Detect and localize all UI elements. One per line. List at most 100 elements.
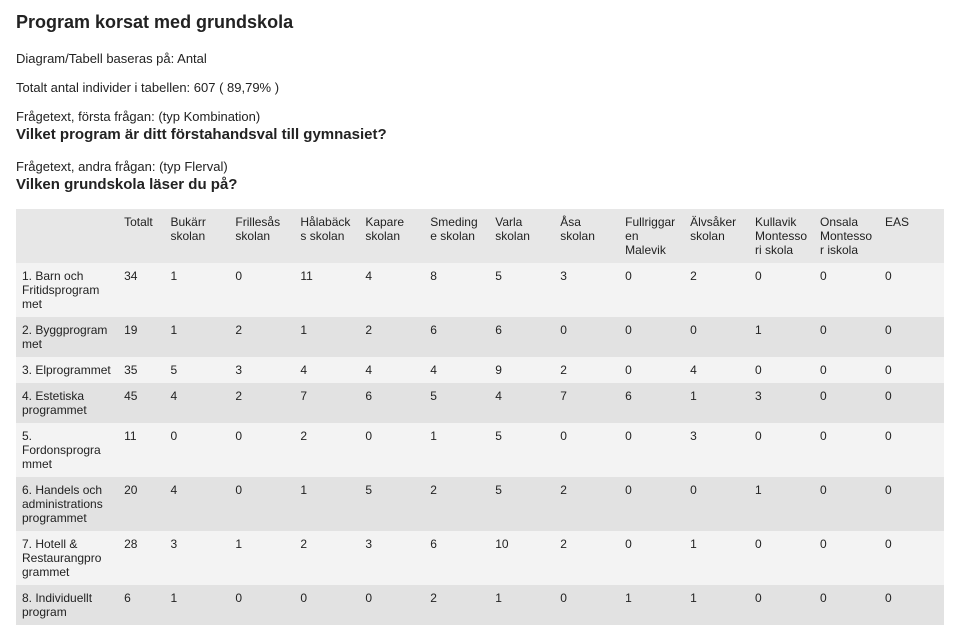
- row-label: 5. Fordonsprogra mmet: [16, 423, 118, 477]
- cell: 5: [424, 383, 489, 423]
- cell: 10: [489, 531, 554, 585]
- cell: 0: [879, 477, 944, 531]
- cell: 3: [684, 423, 749, 477]
- cell: 6: [118, 585, 164, 625]
- question2-label: Frågetext, andra frågan: (typ Flerval): [16, 159, 944, 174]
- col-header: Varla skolan: [489, 209, 554, 263]
- cell: 0: [684, 477, 749, 531]
- row-label: 1. Barn och Fritidsprogram met: [16, 263, 118, 317]
- cell: 0: [229, 263, 294, 317]
- col-header: Bukärr skolan: [164, 209, 229, 263]
- col-header: Totalt: [118, 209, 164, 263]
- cell: 0: [879, 263, 944, 317]
- cell: 0: [619, 317, 684, 357]
- page-title: Program korsat med grundskola: [16, 12, 944, 33]
- col-header: Älvsåker skolan: [684, 209, 749, 263]
- cell: 1: [684, 383, 749, 423]
- cell: 0: [814, 585, 879, 625]
- cell: 28: [118, 531, 164, 585]
- col-header: Smedinge skolan: [424, 209, 489, 263]
- cell: 0: [619, 263, 684, 317]
- col-header: EAS: [879, 209, 944, 263]
- cell: 4: [424, 357, 489, 383]
- cell: 0: [749, 423, 814, 477]
- cell: 4: [359, 263, 424, 317]
- cell: 0: [814, 423, 879, 477]
- col-header: Kullavik Montessori skola: [749, 209, 814, 263]
- cell: 0: [229, 423, 294, 477]
- table-row: 4. Estetiska programmet45427654761300: [16, 383, 944, 423]
- cell: 9: [489, 357, 554, 383]
- cell: 0: [814, 383, 879, 423]
- cell: 2: [424, 585, 489, 625]
- cell: 1: [489, 585, 554, 625]
- cell: 0: [749, 357, 814, 383]
- cell: 0: [879, 317, 944, 357]
- cross-table: Totalt Bukärr skolan Frillesås skolan Hå…: [16, 209, 944, 625]
- meta-basis: Diagram/Tabell baseras på: Antal: [16, 51, 944, 66]
- cell: 0: [749, 585, 814, 625]
- cell: 3: [229, 357, 294, 383]
- cell: 1: [749, 477, 814, 531]
- table-row: 7. Hotell & Restaurangpro grammet2831236…: [16, 531, 944, 585]
- cell: 3: [749, 383, 814, 423]
- cell: 7: [554, 383, 619, 423]
- cell: 2: [294, 531, 359, 585]
- cell: 1: [749, 317, 814, 357]
- col-header: Kapare skolan: [359, 209, 424, 263]
- cell: 0: [359, 585, 424, 625]
- cell: 2: [229, 383, 294, 423]
- cell: 0: [359, 423, 424, 477]
- cell: 5: [489, 423, 554, 477]
- cell: 0: [879, 531, 944, 585]
- cell: 5: [489, 477, 554, 531]
- cell: 2: [359, 317, 424, 357]
- col-header: Frillesås skolan: [229, 209, 294, 263]
- row-label: 6. Handels och administrations programme…: [16, 477, 118, 531]
- cell: 11: [118, 423, 164, 477]
- cell: 6: [619, 383, 684, 423]
- cell: 20: [118, 477, 164, 531]
- table-row: 8. Individuellt program6100021011000: [16, 585, 944, 625]
- table-row: 6. Handels och administrations programme…: [16, 477, 944, 531]
- cell: 7: [294, 383, 359, 423]
- question2-text: Vilken grundskola läser du på?: [16, 176, 944, 193]
- cell: 0: [814, 357, 879, 383]
- cell: 8: [424, 263, 489, 317]
- cell: 34: [118, 263, 164, 317]
- cell: 0: [814, 477, 879, 531]
- cell: 0: [619, 357, 684, 383]
- meta-total: Totalt antal individer i tabellen: 607 (…: [16, 80, 944, 95]
- cell: 35: [118, 357, 164, 383]
- cell: 0: [879, 423, 944, 477]
- cell: 6: [359, 383, 424, 423]
- cell: 0: [619, 423, 684, 477]
- cell: 4: [164, 477, 229, 531]
- table-header: Totalt Bukärr skolan Frillesås skolan Hå…: [16, 209, 944, 263]
- cell: 0: [554, 423, 619, 477]
- cell: 0: [554, 585, 619, 625]
- cell: 3: [554, 263, 619, 317]
- cell: 5: [164, 357, 229, 383]
- row-label: 4. Estetiska programmet: [16, 383, 118, 423]
- cell: 1: [164, 317, 229, 357]
- table-row: 2. Byggprogram met19121266000100: [16, 317, 944, 357]
- col-header: Onsala Montessor iskola: [814, 209, 879, 263]
- table-row: 1. Barn och Fritidsprogram met3410114853…: [16, 263, 944, 317]
- cell: 1: [229, 531, 294, 585]
- cell: 0: [554, 317, 619, 357]
- cell: 1: [164, 263, 229, 317]
- cell: 19: [118, 317, 164, 357]
- cell: 0: [749, 531, 814, 585]
- cell: 2: [554, 357, 619, 383]
- cell: 0: [229, 477, 294, 531]
- cell: 6: [424, 531, 489, 585]
- cell: 1: [684, 531, 749, 585]
- cell: 0: [879, 585, 944, 625]
- cell: 0: [619, 477, 684, 531]
- cell: 4: [164, 383, 229, 423]
- cell: 1: [619, 585, 684, 625]
- cell: 0: [879, 383, 944, 423]
- table-row: 3. Elprogrammet35534449204000: [16, 357, 944, 383]
- cell: 4: [489, 383, 554, 423]
